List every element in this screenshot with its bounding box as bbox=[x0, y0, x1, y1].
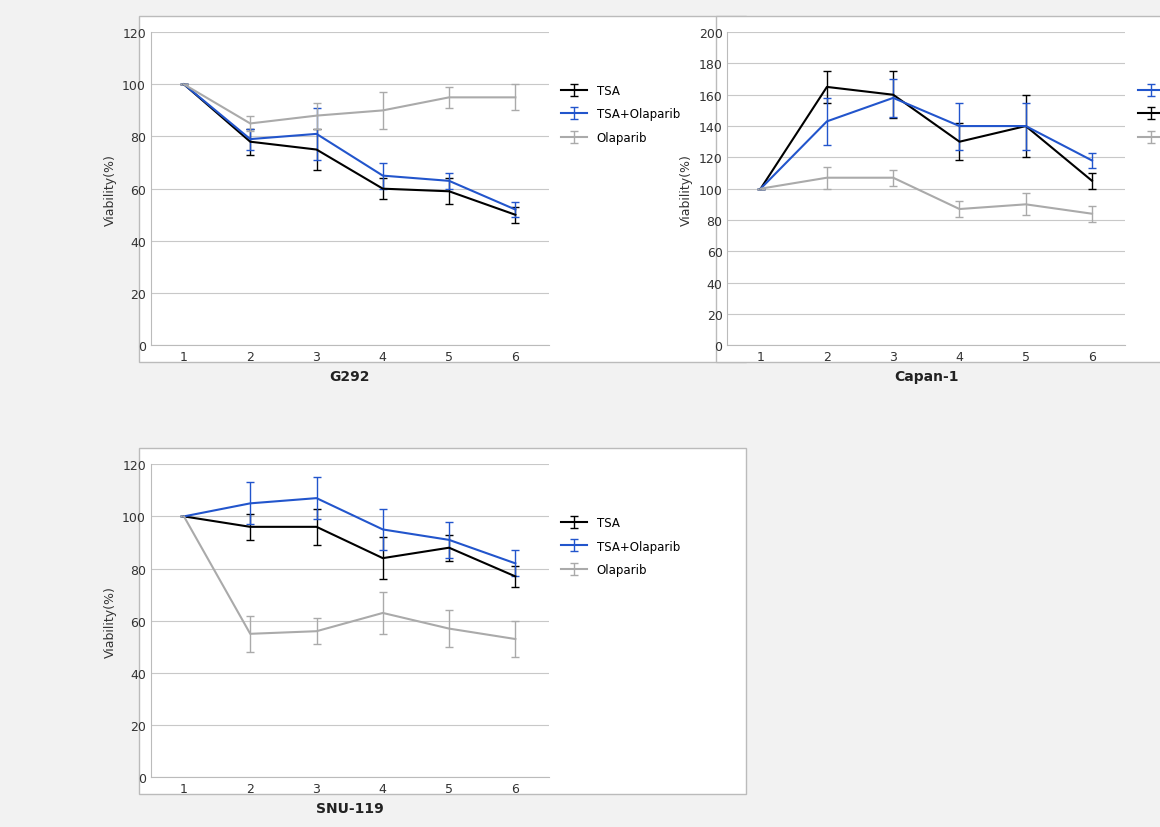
Y-axis label: Viability(%): Viability(%) bbox=[103, 586, 116, 657]
Y-axis label: Viability(%): Viability(%) bbox=[103, 154, 116, 225]
Legend: TSA+Olaparib, TSA, Olaparib: TSA+Olaparib, TSA, Olaparib bbox=[1133, 80, 1160, 150]
Legend: TSA, TSA+Olaparib, Olaparib: TSA, TSA+Olaparib, Olaparib bbox=[557, 512, 684, 581]
X-axis label: Capan-1: Capan-1 bbox=[894, 369, 958, 383]
X-axis label: SNU-119: SNU-119 bbox=[316, 801, 384, 815]
Legend: TSA, TSA+Olaparib, Olaparib: TSA, TSA+Olaparib, Olaparib bbox=[557, 80, 684, 150]
X-axis label: G292: G292 bbox=[329, 369, 370, 383]
Y-axis label: Viability(%): Viability(%) bbox=[680, 154, 694, 225]
